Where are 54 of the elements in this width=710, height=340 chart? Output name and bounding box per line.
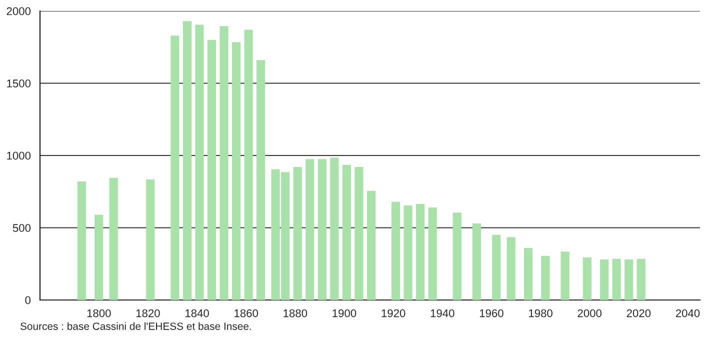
bar	[109, 178, 118, 300]
bar	[170, 36, 180, 300]
bar	[472, 223, 482, 300]
bar	[232, 42, 241, 300]
bar	[318, 159, 326, 300]
bar	[94, 214, 104, 300]
bar	[244, 30, 253, 300]
source-note: Sources : base Cassini de l'EHESS et base Insee.	[20, 322, 251, 330]
bar	[330, 158, 339, 300]
bar	[624, 260, 634, 300]
y-tick-label: 500	[12, 224, 31, 232]
bar	[195, 24, 204, 300]
bar	[416, 204, 425, 300]
x-tick-label: 1880	[284, 309, 308, 318]
x-tick-label: 1940	[430, 309, 454, 318]
y-tick-label: 0	[25, 296, 31, 304]
bar	[524, 248, 533, 300]
bar	[77, 182, 86, 300]
x-tick-label: 1840	[186, 309, 209, 318]
x-tick-label: 1800	[87, 309, 111, 318]
bar	[492, 234, 501, 300]
bar	[541, 256, 550, 300]
bar	[207, 40, 216, 300]
bar	[256, 60, 266, 300]
x-tick-label: 1920	[382, 309, 406, 318]
bar	[342, 164, 351, 300]
bar	[428, 208, 437, 300]
bar	[293, 167, 302, 300]
bar	[582, 257, 592, 300]
bar	[220, 26, 228, 300]
x-tick-label: 1860	[234, 309, 258, 318]
x-tick-label: 1980	[529, 309, 552, 318]
bar	[182, 21, 192, 300]
bar	[452, 212, 462, 300]
bar	[600, 260, 609, 300]
y-tick-label: 2000	[6, 7, 31, 16]
bar	[354, 167, 364, 300]
x-tick-label: 2000	[578, 309, 602, 318]
bar	[506, 237, 516, 300]
bar	[404, 205, 412, 300]
y-tick-label: 1500	[7, 80, 31, 88]
x-tick-label: 2020	[626, 309, 651, 318]
bar	[146, 179, 155, 300]
bar	[612, 258, 621, 300]
x-tick-label: 1820	[136, 309, 160, 318]
y-tick-label: 1000	[7, 152, 31, 160]
x-tick-label: 1900	[332, 309, 356, 318]
bar	[306, 159, 314, 300]
bar	[366, 190, 376, 300]
x-tick-label: 1960	[480, 309, 504, 318]
bar	[636, 258, 646, 300]
x-tick-label: 2040	[676, 309, 700, 318]
bar	[391, 202, 400, 300]
bar	[560, 252, 570, 300]
